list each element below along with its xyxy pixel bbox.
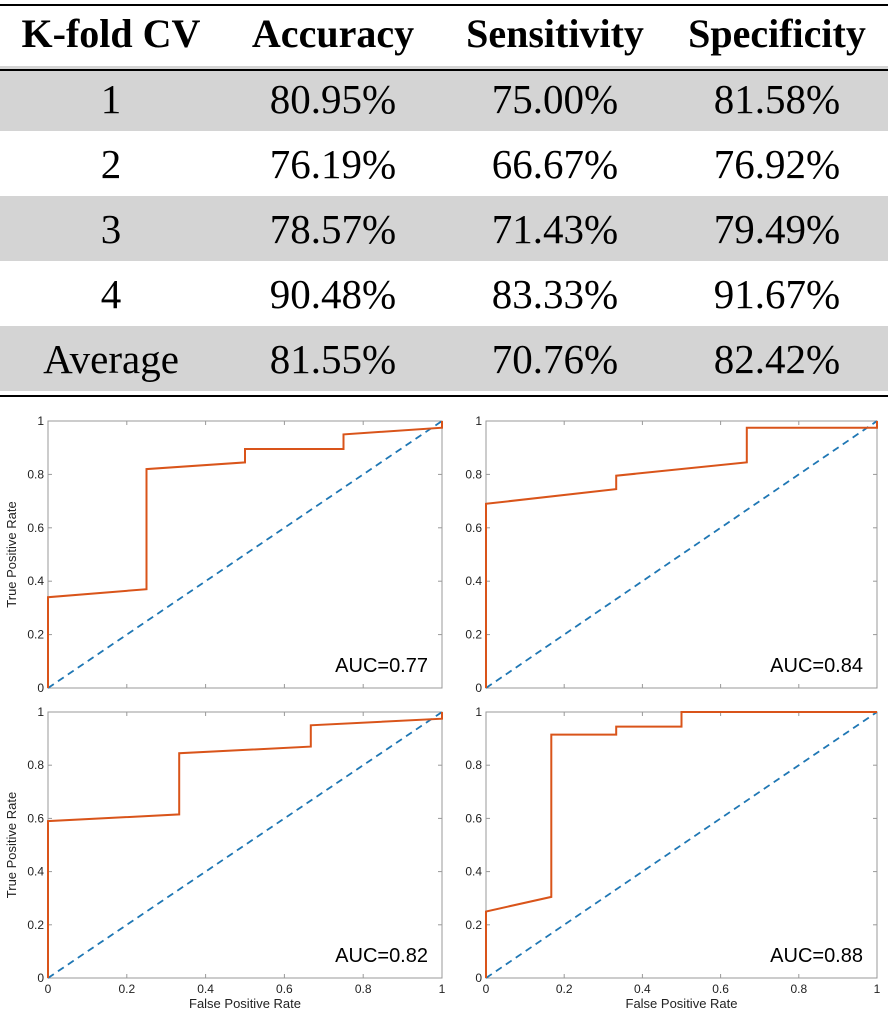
table-row: 1 80.95% 75.00% 81.58%	[0, 66, 888, 131]
chance-diagonal-line	[485, 420, 878, 689]
roc-chart-3: 0 0.2 0.4 0.6 0.8 1 0 0.2 0.4 0.6 0.8 1 AUC=0.82 True…	[4, 705, 446, 1011]
y-tick-label: 0.6	[465, 811, 482, 825]
cell-fold: 4	[100, 270, 122, 317]
table-row-average: Average 81.55% 70.76% 82.42%	[0, 326, 888, 391]
roc-curve-line	[47, 712, 443, 978]
roc-curve-line	[485, 421, 878, 688]
cell-sensitivity: 70.76%	[444, 326, 666, 391]
cell-accuracy: 81.55%	[222, 326, 444, 391]
x-tick-label: 0.4	[634, 982, 651, 996]
cell-accuracy: 80.95%	[222, 66, 444, 131]
roc-curve-line	[47, 421, 443, 688]
cell-specificity: 81.58%	[666, 66, 888, 131]
y-tick-label: 1	[475, 414, 482, 428]
y-tick-label: 1	[475, 705, 482, 719]
x-tick-label: 0	[45, 982, 52, 996]
cell-specificity: 82.42%	[666, 326, 888, 391]
y-axis-label: True Positive Rate	[4, 792, 19, 898]
x-tick-label: 1	[874, 982, 881, 996]
cell-fold: 2	[100, 140, 122, 187]
chance-diagonal-line	[485, 711, 878, 979]
y-tick-label: 0.8	[465, 758, 482, 772]
y-tick-label: 0	[37, 681, 44, 695]
y-tick-label: 0	[475, 971, 482, 985]
cell-specificity: 76.92%	[713, 140, 841, 187]
x-tick-label: 0.2	[118, 982, 135, 996]
auc-annotation: AUC=0.88	[770, 945, 863, 967]
chance-diagonal-line	[47, 420, 443, 689]
x-tick-label: 0.6	[712, 982, 729, 996]
metrics-table: K-fold CV Accuracy Sensitivity Specifici…	[0, 0, 888, 391]
y-tick-label: 0.6	[465, 521, 482, 535]
y-tick-label: 0.8	[27, 467, 44, 481]
auc-annotation: AUC=0.82	[335, 945, 428, 967]
cell-fold: Average	[0, 326, 222, 391]
table-bottom-rule	[0, 395, 888, 397]
y-tick-label: 0.6	[27, 521, 44, 535]
y-tick-label: 0.2	[27, 918, 44, 932]
x-tick-label: 0.8	[790, 982, 807, 996]
y-tick-label: 0	[475, 681, 482, 695]
auc-annotation: AUC=0.84	[770, 655, 863, 677]
y-tick-label: 0	[37, 971, 44, 985]
header-specificity: Specificity	[688, 10, 866, 56]
x-tick-label: 0.8	[355, 982, 372, 996]
cell-accuracy: 78.57%	[222, 196, 444, 261]
table-row: 3 78.57% 71.43% 79.49%	[0, 196, 888, 261]
header-accuracy: Accuracy	[251, 10, 415, 56]
y-tick-label: 0.6	[27, 811, 44, 825]
y-tick-label: 0.8	[465, 467, 482, 481]
cell-fold: 1	[0, 66, 222, 131]
x-tick-label: 0.4	[197, 982, 214, 996]
y-tick-label: 1	[37, 414, 44, 428]
roc-charts-svg: 0 0.2 0.4 0.6 0.8 1 AUC=0.77 True Positive Rate…	[4, 414, 881, 1011]
cell-specificity: 91.67%	[713, 270, 841, 317]
y-tick-label: 0.4	[465, 574, 482, 588]
y-tick-label: 0.2	[465, 628, 482, 642]
cell-sensitivity: 75.00%	[444, 66, 666, 131]
cell-sensitivity: 83.33%	[491, 270, 619, 317]
auc-annotation: AUC=0.77	[335, 655, 428, 677]
roc-curve-line	[485, 711, 877, 978]
table-row: 4 90.48% 83.33% 91.67%	[0, 261, 888, 326]
y-tick-label: 0.8	[27, 758, 44, 772]
roc-chart-4: 0 0.2 0.4 0.6 0.8 1 0 0.2 0.4 0.6 0.8 1 AUC=0.88 Fals…	[465, 705, 880, 1011]
x-axis-label: False Positive Rate	[626, 996, 738, 1011]
cell-accuracy: 76.19%	[269, 140, 397, 187]
table-top-rule	[0, 4, 888, 6]
roc-chart-2: 0 0.2 0.4 0.6 0.8 1 AUC=0.84	[465, 414, 878, 695]
cell-accuracy: 90.48%	[269, 270, 397, 317]
y-tick-label: 0.2	[465, 918, 482, 932]
table-header-row: K-fold CV Accuracy Sensitivity Specifici…	[0, 0, 888, 66]
chance-diagonal-line	[47, 711, 443, 979]
y-tick-label: 0.2	[27, 628, 44, 642]
y-tick-label: 0.4	[27, 865, 44, 879]
y-tick-label: 0.4	[465, 865, 482, 879]
table-row: 2 76.19% 66.67% 76.92%	[0, 131, 888, 196]
x-tick-label: 0.2	[556, 982, 573, 996]
y-tick-label: 0.4	[27, 574, 44, 588]
plot-frame	[47, 420, 443, 689]
x-axis-label: False Positive Rate	[189, 996, 301, 1011]
cell-specificity: 79.49%	[666, 196, 888, 261]
cell-sensitivity: 71.43%	[444, 196, 666, 261]
y-tick-label: 1	[37, 705, 44, 719]
y-axis-label: True Positive Rate	[4, 501, 19, 607]
cell-sensitivity: 66.67%	[491, 140, 619, 187]
roc-charts-grid: 0 0.2 0.4 0.6 0.8 1 AUC=0.77 True Positive Rate…	[0, 398, 888, 1015]
header-sensitivity: Sensitivity	[466, 10, 644, 56]
plot-frame	[47, 711, 443, 979]
header-kfold: K-fold CV	[21, 10, 201, 56]
cell-fold: 3	[0, 196, 222, 261]
table-header-rule	[0, 69, 888, 71]
x-tick-label: 1	[439, 982, 446, 996]
x-tick-label: 0	[483, 982, 490, 996]
roc-chart-1: 0 0.2 0.4 0.6 0.8 1 AUC=0.77 True Positive Rate	[4, 414, 443, 695]
x-tick-label: 0.6	[276, 982, 293, 996]
metrics-table-container: K-fold CV Accuracy Sensitivity Specifici…	[0, 0, 888, 398]
